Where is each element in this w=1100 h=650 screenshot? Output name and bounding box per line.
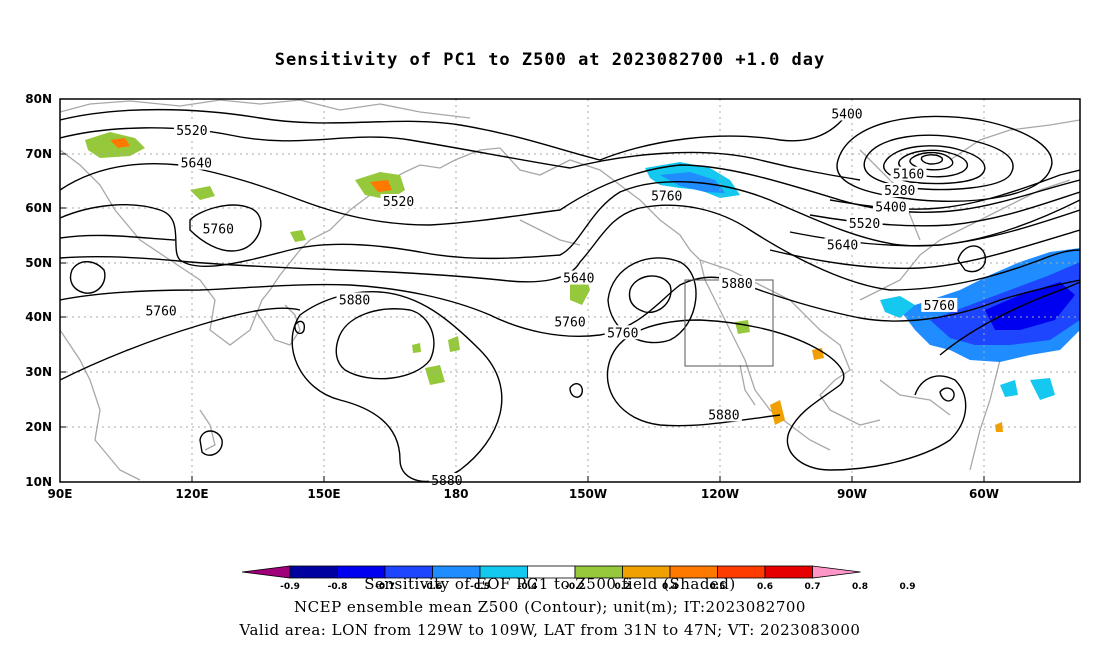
axis-ticks <box>59 98 985 483</box>
colorbar: -0.9 -0.8 -0.7 -0.6 -0.5 -0.4 -0.2 0.2 0.4 0.5 0.6… <box>241 565 916 592</box>
contour-label-bg <box>921 297 958 312</box>
colorbar-tick-label: -0.7 <box>375 582 395 592</box>
contour-label: 5520 <box>176 124 207 139</box>
contour-label: 5760 <box>203 222 234 237</box>
shaded-sensitivity <box>85 132 1080 432</box>
footer-line-3: Valid area: LON from 129W to 109W, LAT f… <box>239 621 861 639</box>
colorbar-tick-label: -0.2 <box>565 582 585 592</box>
footer-line-2: NCEP ensemble mean Z500 (Contour); unit(… <box>294 598 806 616</box>
contour-label: 5520 <box>383 195 414 210</box>
contour-label: 5760 <box>924 299 955 314</box>
contour-label: 5760 <box>607 326 638 341</box>
contour-label-bg <box>552 314 588 329</box>
colorbar-tick-label: 0.8 <box>852 582 868 592</box>
colorbar-tick-label: 0.7 <box>805 582 821 592</box>
contour-label: 5880 <box>708 408 739 423</box>
contour-label-bg <box>336 292 373 307</box>
lon-axis-labels: 90E 120E 150E 180 150W 120W 90W 60W <box>48 487 999 501</box>
colorbar-arrow-high <box>812 565 861 579</box>
colorbar-tick-label: 0.2 <box>615 582 631 592</box>
contour-label: 5880 <box>721 277 752 292</box>
contour-label-bg <box>881 183 918 198</box>
contour-label: 5520 <box>849 217 880 232</box>
lon-label: 90W <box>837 487 867 501</box>
contour-label-bg <box>872 199 909 214</box>
contour-label-bg <box>890 166 927 181</box>
lat-label: 20N <box>25 420 52 434</box>
contour-label: 5280 <box>884 184 915 199</box>
lon-label: 90E <box>48 487 73 501</box>
lat-label: 30N <box>25 365 52 379</box>
contour-label: 5880 <box>339 293 370 308</box>
contour-label-bg <box>173 122 210 137</box>
lat-axis-labels: 80N 70N 60N 50N 40N 30N 20N 10N <box>25 92 52 489</box>
lon-label: 120W <box>701 487 739 501</box>
contour-label-bg <box>824 237 861 252</box>
contour-label: 5760 <box>651 189 682 204</box>
lon-label: 60W <box>969 487 999 501</box>
lat-label: 50N <box>25 256 52 270</box>
contour-label: 5760 <box>145 304 176 319</box>
coastlines <box>60 99 1080 481</box>
colorbar-tick-label: 0.5 <box>710 582 726 592</box>
contour-label-bg <box>178 155 215 170</box>
contour-label: 5400 <box>831 107 862 122</box>
colorbar-tick-label: -0.8 <box>328 582 348 592</box>
contour-label-bg <box>143 303 180 318</box>
colorbar-tick-label: -0.6 <box>423 582 443 592</box>
colorbar-tick-label: -0.4 <box>518 582 538 592</box>
contour-label-bg <box>846 215 883 230</box>
lon-label: 150W <box>569 487 607 501</box>
lat-label: 40N <box>25 310 52 324</box>
lon-label: 180 <box>443 487 468 501</box>
lon-label: 150E <box>307 487 340 501</box>
contour-labels: 5520 5640 5760 5760 5880 5520 5640 5760 5760 5760… <box>143 106 958 489</box>
contour-label-bg <box>380 193 417 208</box>
contour-label-bg <box>719 276 756 291</box>
contour-label-bg <box>560 270 597 285</box>
colorbar-tick-label: 0.9 <box>900 582 916 592</box>
colorbar-tick-label: -0.5 <box>470 582 490 592</box>
contour-label: 5760 <box>554 315 585 330</box>
lat-label: 80N <box>25 92 52 106</box>
contour-label: 5640 <box>827 239 858 254</box>
contour-label-bg <box>648 188 685 203</box>
contour-label-bg <box>828 106 865 121</box>
lat-label: 60N <box>25 201 52 215</box>
plot-frame <box>59 98 1081 483</box>
lat-label: 10N <box>25 475 52 489</box>
lat-label: 70N <box>25 147 52 161</box>
contour-label-bg <box>604 325 641 340</box>
footer-line-1: Sensitivity of EOF PC1 to Z500 field (Sh… <box>364 575 736 593</box>
lon-label: 120E <box>175 487 208 501</box>
contour-label-bg <box>200 221 237 236</box>
map-title: Sensitivity of PC1 to Z500 at 2023082700… <box>274 50 826 70</box>
colorbar-tick-label: 0.4 <box>662 582 678 592</box>
colorbar-tick-label: 0.6 <box>757 582 773 592</box>
contour-label: 5640 <box>181 157 212 172</box>
contour-label-bg <box>705 407 742 422</box>
contour-label: 5400 <box>875 200 906 215</box>
contour-label: 5640 <box>563 272 594 287</box>
colorbar-tick-label: -0.9 <box>280 582 300 592</box>
contour-label: 5160 <box>893 168 924 183</box>
